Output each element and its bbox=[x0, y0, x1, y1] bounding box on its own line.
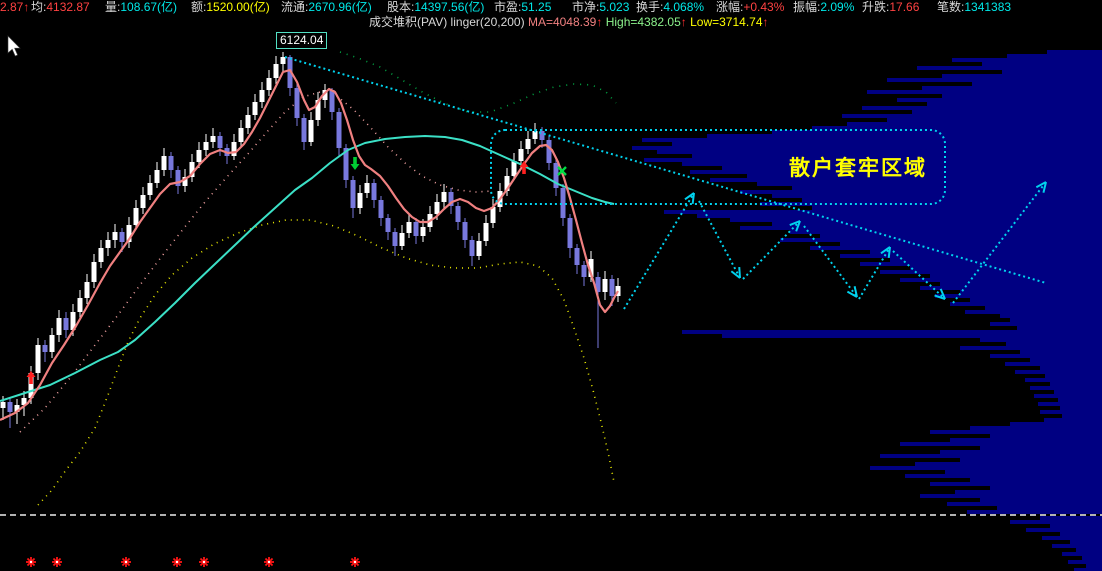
signal-markers bbox=[26, 157, 567, 384]
trapped-zone-annotation: 散户套牢区域 bbox=[789, 157, 927, 180]
quote-field: 流通:2670.96(亿) bbox=[281, 0, 372, 14]
quote-field: 升跌:17.66 bbox=[862, 0, 920, 14]
forecast-arrows bbox=[623, 181, 1047, 310]
quote-field: 换手:4.068% bbox=[636, 0, 705, 14]
price-change-field: 2.87↑ bbox=[0, 0, 30, 14]
annotation-box bbox=[490, 129, 946, 205]
ma-fast-line bbox=[0, 68, 619, 421]
indicator-title-row: 成交堆积(PAV) linger(20,200) MA=4048.39↑ Hig… bbox=[369, 15, 769, 29]
quote-field: 均:4132.87 bbox=[31, 0, 90, 14]
quote-field: 额:1520.00(亿) bbox=[191, 0, 270, 14]
quote-field: 市盈:51.25 bbox=[494, 0, 552, 14]
peak-price-label: 6124.04 bbox=[276, 32, 328, 49]
quote-field: 振幅:2.09% bbox=[793, 0, 855, 14]
quote-info-bar: 2.87↑ 均:4132.87 量:108.67(亿) 额:1520.00(亿) 流通:… bbox=[0, 0, 1102, 14]
indicator-name: 成交堆积(PAV) linger(20,200) bbox=[369, 15, 525, 29]
indicator-value: High=4382.05↑ bbox=[605, 15, 687, 29]
lower-band-dotted bbox=[37, 219, 615, 506]
quote-field: 股本:14397.56(亿) bbox=[387, 0, 485, 14]
indicator-values: MA=4048.39↑ High=4382.05↑ Low=3714.74↑ bbox=[528, 15, 769, 29]
quote-field: 市净:5.023 bbox=[572, 0, 630, 14]
session-markers bbox=[26, 557, 360, 567]
trendline bbox=[284, 56, 1047, 284]
indicator-value: Low=3714.74↑ bbox=[690, 15, 769, 29]
green-band-dotted bbox=[339, 51, 617, 113]
quote-field: 涨幅:+0.43% bbox=[716, 0, 785, 14]
ma-slow-line bbox=[0, 135, 615, 402]
quote-field: 笔数:1341383 bbox=[937, 0, 1012, 14]
mouse-cursor-icon bbox=[7, 35, 21, 57]
quote-field: 量:108.67(亿) bbox=[105, 0, 178, 14]
volume-profile bbox=[632, 50, 1102, 571]
indicator-value: MA=4048.39↑ bbox=[527, 15, 603, 29]
